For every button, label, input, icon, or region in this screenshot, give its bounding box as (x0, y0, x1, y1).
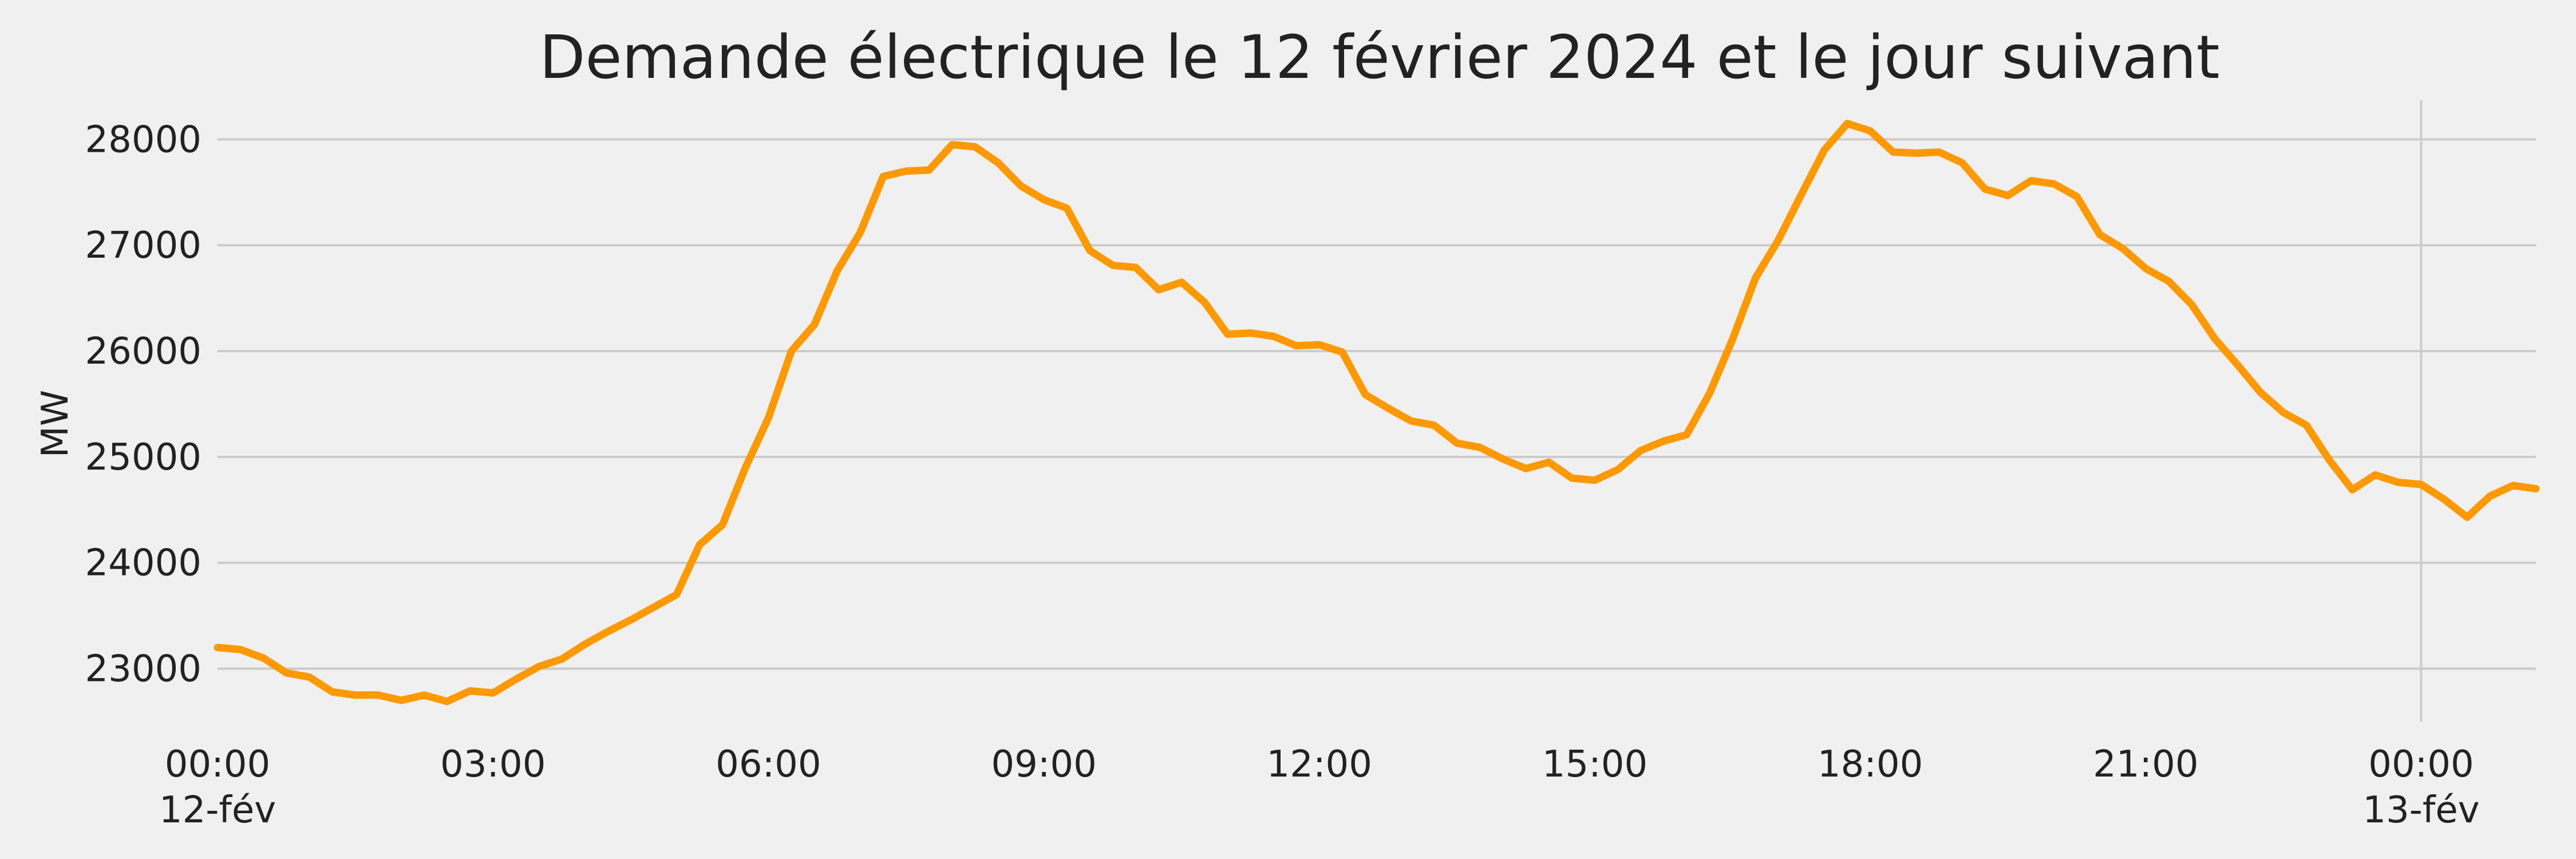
y-tick-label: 24000 (85, 542, 202, 585)
x-tick-date-label: 12-fév (159, 789, 276, 832)
y-tick-label: 23000 (85, 648, 202, 691)
series-layer (214, 120, 2540, 706)
x-tick-label: 15:00 (1542, 743, 1647, 786)
y-tick-label: 27000 (85, 224, 202, 267)
y-tick-label: 25000 (85, 436, 202, 479)
y-axis-label: MW (34, 390, 77, 458)
y-tick-labels: 23000 24000 25000 26000 27000 28000 (85, 119, 202, 690)
x-tick-label: 06:00 (716, 743, 821, 786)
grid-layer (218, 100, 2536, 722)
x-tick-label: 03:00 (440, 743, 546, 786)
x-tick-label: 09:00 (991, 743, 1096, 786)
x-tick-label: 21:00 (2093, 743, 2198, 786)
x-tick-date-label: 13-fév (2362, 789, 2479, 832)
demand-series-line (214, 120, 2540, 706)
x-tick-label: 00:00 (165, 743, 270, 786)
chart-title: Demande électrique le 12 février 2024 et… (539, 22, 2219, 92)
x-tick-label: 00:00 (2368, 743, 2474, 786)
y-tick-label: 26000 (85, 330, 202, 373)
x-tick-label: 12:00 (1267, 743, 1372, 786)
x-tick-label: 18:00 (1818, 743, 1923, 786)
y-tick-label: 28000 (85, 119, 202, 161)
